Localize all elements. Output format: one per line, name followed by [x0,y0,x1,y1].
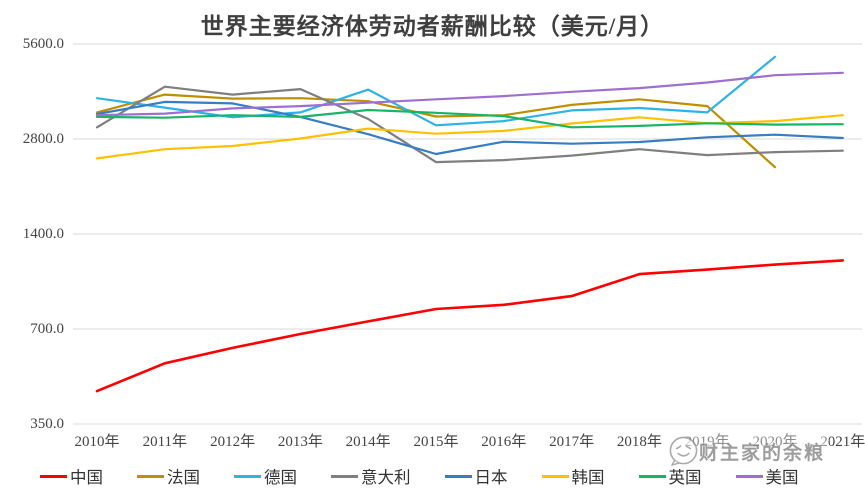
watermark: 财主家的余粮 [664,434,830,469]
series-line-usa [95,71,844,117]
chart-legend: 中国 法国 德国 意大利 日本 韩国 英国 美国 [0,464,865,488]
legend-swatch-italy [331,474,358,478]
legend-swatch-uk [638,474,666,478]
legend-swatch-korea [541,474,569,478]
legend-item-france: 法国 [137,464,200,488]
x-axis-tick-label: 2011年 [142,434,188,450]
x-axis-tick-label: 2018年 [616,434,662,450]
legend-item-germany: 德国 [234,464,297,488]
legend-swatch-france [137,474,164,478]
legend-item-china: 中国 [40,464,103,488]
y-axis-tick-label: 5600.0 [22,36,64,52]
series-line-uk [95,108,844,129]
legend-label-italy: 意大利 [361,468,411,487]
legend-swatch-china [40,474,67,478]
x-axis-tick-label: 2021年 [820,434,865,450]
legend-label-france: 法国 [167,468,200,487]
y-axis-tick-label: 1400.0 [22,226,64,242]
chart-title: 世界主要经济体劳动者薪酬比较（美元/月） [200,14,665,39]
x-axis-tick-label: 2014年 [345,434,391,450]
x-axis-tick-label: 2016年 [481,434,527,450]
y-axis-tick-label: 700.0 [30,321,64,337]
legend-label-china: 中国 [70,468,103,487]
legend-label-usa: 美国 [765,468,799,487]
legend-swatch-japan [444,474,472,478]
legend-item-italy: 意大利 [331,464,411,488]
watermark-text: 财主家的余粮 [699,443,826,464]
series-line-france [95,93,777,169]
x-axis-tick-label: 2013年 [277,434,323,450]
smiley-face-logo-icon [669,436,698,466]
series-line-italy [95,85,844,164]
legend-item-korea: 韩国 [541,464,605,488]
legend-item-japan: 日本 [444,464,508,488]
y-axis-tick-label: 2800.0 [22,131,64,147]
legend-label-uk: 英国 [668,468,702,487]
legend-label-japan: 日本 [474,468,508,487]
legend-item-uk: 英国 [638,464,702,488]
legend-label-korea: 韩国 [571,468,605,487]
legend-swatch-usa [735,474,763,478]
x-axis-tick-label: 2010年 [74,434,120,450]
legend-item-usa: 美国 [735,464,799,488]
x-axis-tick-label: 2015年 [413,434,459,450]
series-line-germany [95,55,777,127]
x-axis-tick-label: 2012年 [210,434,256,450]
x-axis-tick-label: 2020年 [752,434,798,450]
legend-label-germany: 德国 [264,468,297,487]
x-axis-tick-label: 2017年 [549,434,595,450]
y-axis-tick-label: 350.0 [30,416,64,432]
series-line-japan [95,100,844,156]
legend-swatch-germany [234,474,261,478]
series-line-china [95,259,845,393]
